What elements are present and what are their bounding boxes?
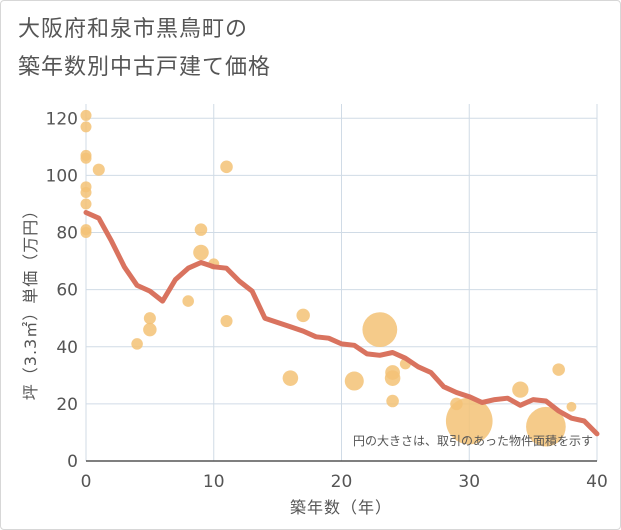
bubble-point	[566, 401, 577, 412]
bubble-point	[526, 406, 566, 447]
bubble-point	[194, 223, 208, 236]
x-tick-label: 0	[81, 472, 92, 492]
bubble-point	[182, 295, 194, 307]
bubble-point	[143, 322, 157, 337]
bubble-point	[220, 315, 233, 328]
x-tick-label: 20	[331, 472, 353, 492]
bubble-point	[384, 370, 401, 386]
x-tick-label: 10	[203, 472, 225, 492]
size-note: 円の大きさは、取引のあった物件面積を示す	[353, 433, 593, 448]
chart-title-line-2: 築年数別中古戸建て価格	[18, 55, 272, 80]
trend-polyline	[83, 210, 600, 437]
y-tick-label: 100	[46, 166, 78, 186]
y-tick-label: 120	[46, 109, 78, 129]
bubble-point	[445, 397, 493, 445]
x-tick-label: 30	[458, 472, 480, 492]
bubble-point	[296, 308, 310, 323]
bubble-point	[143, 312, 156, 325]
bubble-point	[512, 381, 529, 398]
x-axis-label: 築年数（年）	[290, 498, 392, 517]
bubble-point	[282, 370, 299, 386]
chart-title-line-1: 大阪府和泉市黒鳥町の	[18, 17, 249, 42]
bubble-point	[386, 394, 399, 408]
bubble-point	[80, 121, 92, 133]
y-tick-label: 20	[56, 395, 78, 415]
bubble-point	[552, 363, 565, 376]
y-axis-label: 坪（3.3㎡）単価（万円）	[21, 202, 40, 400]
trend-line	[83, 210, 600, 437]
y-tick-label: 0	[67, 452, 78, 472]
tick-labels: 0 10 20 30 40 0 20 40 60 80 100 120	[46, 109, 608, 492]
bubble-point	[362, 312, 398, 348]
bubble-point	[80, 198, 92, 210]
y-tick-label: 40	[56, 338, 78, 358]
bubble-point	[80, 187, 92, 199]
bubble-point	[344, 371, 364, 391]
bubble-point	[220, 160, 233, 174]
y-tick-label: 80	[56, 224, 78, 244]
bubble-point	[92, 163, 105, 176]
bubble-point	[193, 244, 209, 261]
bubble-point	[131, 338, 143, 350]
bubble-point	[80, 109, 92, 121]
bubbles	[80, 109, 577, 447]
y-tick-label: 60	[56, 281, 78, 301]
bubble-point	[80, 227, 92, 239]
bubble-point	[80, 152, 92, 164]
x-tick-label: 40	[586, 472, 608, 492]
